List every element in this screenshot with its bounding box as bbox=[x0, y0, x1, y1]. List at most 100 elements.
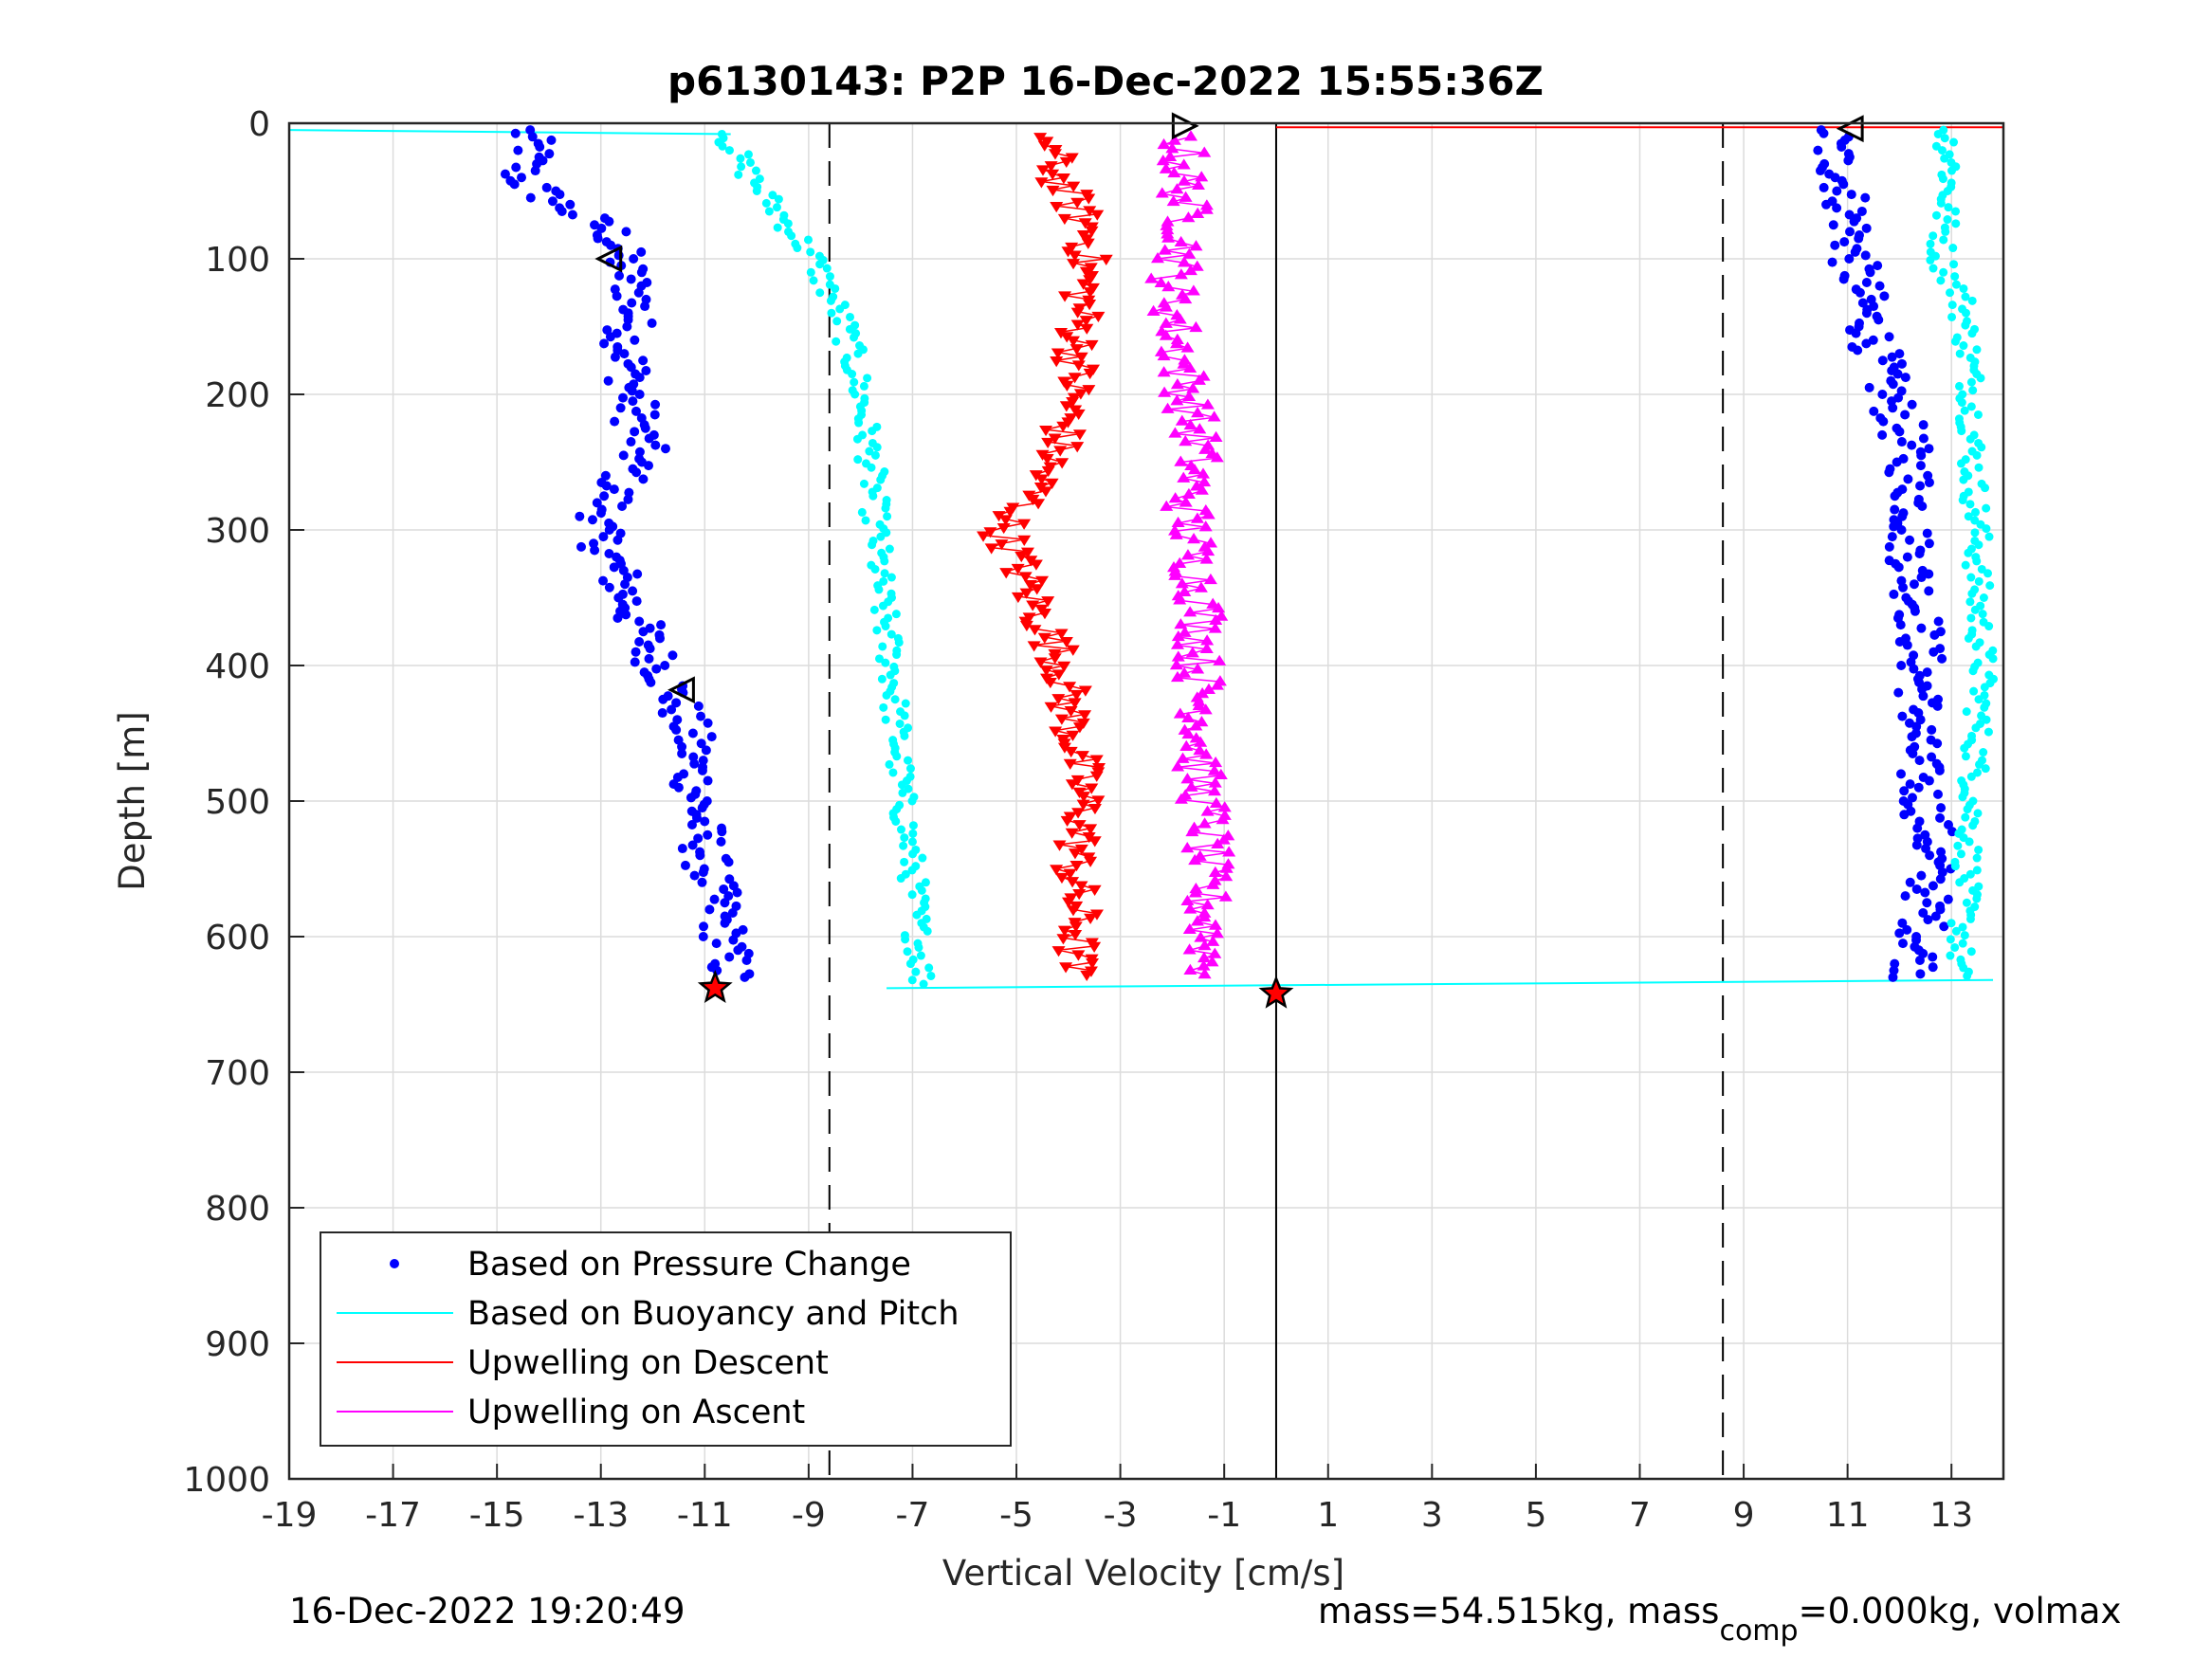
data-point bbox=[1219, 862, 1234, 873]
data-point bbox=[1967, 589, 1977, 598]
data-point bbox=[883, 512, 892, 521]
data-point bbox=[924, 963, 934, 973]
upwelling-on-ascent bbox=[1144, 130, 1236, 979]
data-point bbox=[626, 274, 636, 284]
data-point bbox=[1208, 776, 1222, 788]
data-point bbox=[595, 508, 606, 519]
data-point bbox=[1189, 720, 1203, 731]
data-point bbox=[567, 210, 577, 220]
data-point bbox=[1943, 894, 1953, 904]
data-point bbox=[1204, 537, 1218, 548]
data-point bbox=[1884, 332, 1894, 342]
data-point bbox=[826, 296, 835, 305]
data-point bbox=[1944, 203, 1953, 212]
data-point bbox=[1089, 909, 1104, 921]
data-point bbox=[1083, 368, 1097, 380]
data-point bbox=[1181, 711, 1196, 722]
data-point bbox=[1966, 402, 1976, 411]
data-point bbox=[1897, 711, 1908, 721]
data-point bbox=[1973, 809, 1983, 818]
data-point bbox=[1837, 142, 1847, 153]
data-point bbox=[1059, 156, 1073, 169]
data-point bbox=[1183, 902, 1197, 914]
data-point bbox=[1044, 161, 1058, 173]
data-point bbox=[1050, 865, 1064, 876]
data-point bbox=[1918, 691, 1929, 702]
data-point bbox=[1191, 178, 1205, 190]
data-point bbox=[1199, 642, 1214, 654]
data-point bbox=[832, 337, 841, 346]
data-point bbox=[1056, 173, 1070, 185]
data-point bbox=[1179, 496, 1193, 507]
data-point bbox=[1170, 377, 1184, 390]
data-point bbox=[898, 788, 907, 797]
data-point bbox=[604, 582, 614, 592]
data-point bbox=[1216, 813, 1230, 825]
data-point bbox=[1174, 268, 1188, 280]
data-point bbox=[1947, 312, 1957, 321]
data-point bbox=[1960, 743, 1969, 753]
data-point bbox=[1173, 707, 1187, 719]
data-point bbox=[689, 870, 700, 881]
data-point bbox=[623, 494, 633, 504]
direction-marker bbox=[1171, 112, 1199, 140]
data-point bbox=[1844, 254, 1855, 264]
data-point bbox=[1201, 508, 1216, 520]
data-point bbox=[687, 728, 698, 738]
data-point bbox=[673, 782, 684, 793]
data-point bbox=[1167, 166, 1181, 178]
data-point bbox=[868, 491, 878, 501]
data-point bbox=[1161, 402, 1175, 413]
data-point bbox=[1927, 724, 1937, 735]
data-point bbox=[621, 227, 631, 237]
data-point bbox=[697, 803, 707, 813]
data-point bbox=[667, 650, 678, 661]
data-point bbox=[689, 758, 700, 769]
data-point bbox=[1177, 471, 1191, 483]
data-point bbox=[1974, 695, 1983, 704]
data-point bbox=[1076, 799, 1090, 811]
data-point bbox=[768, 191, 777, 200]
data-point bbox=[1985, 581, 1995, 591]
data-point bbox=[1970, 605, 1980, 614]
data-point bbox=[1078, 685, 1092, 697]
data-point bbox=[793, 244, 802, 253]
data-point bbox=[1908, 748, 1918, 758]
x-tick-label: -9 bbox=[792, 1496, 826, 1535]
data-point bbox=[737, 162, 746, 172]
data-point bbox=[593, 233, 603, 244]
data-point bbox=[1911, 840, 1922, 850]
data-point bbox=[557, 206, 567, 216]
data-point bbox=[1085, 226, 1099, 237]
data-point bbox=[513, 145, 523, 155]
data-point bbox=[1081, 238, 1095, 249]
data-point bbox=[1041, 465, 1055, 478]
data-point bbox=[1178, 585, 1192, 596]
data-point bbox=[1980, 683, 1989, 692]
data-point bbox=[1849, 216, 1859, 227]
data-point bbox=[1185, 825, 1199, 837]
data-point bbox=[1199, 203, 1214, 214]
data-point bbox=[1915, 969, 1926, 979]
reference-lines bbox=[828, 123, 1725, 1479]
data-point bbox=[1020, 547, 1034, 558]
data-point bbox=[1933, 129, 1943, 138]
data-point bbox=[1981, 764, 1990, 774]
data-point bbox=[774, 194, 783, 204]
data-point bbox=[1183, 606, 1197, 617]
data-point bbox=[1970, 528, 1980, 538]
bottom-marker bbox=[1258, 975, 1294, 1009]
data-point bbox=[806, 247, 815, 257]
data-point bbox=[1966, 573, 1976, 582]
data-point bbox=[1054, 872, 1069, 884]
data-point bbox=[1055, 458, 1069, 469]
data-point bbox=[1907, 732, 1917, 742]
data-point bbox=[1857, 298, 1868, 308]
data-point bbox=[908, 829, 918, 838]
data-point bbox=[832, 317, 842, 326]
data-point bbox=[870, 564, 880, 574]
data-point bbox=[1984, 622, 1994, 631]
data-point bbox=[604, 525, 614, 535]
data-point bbox=[1029, 559, 1043, 571]
data-point bbox=[1197, 968, 1212, 979]
